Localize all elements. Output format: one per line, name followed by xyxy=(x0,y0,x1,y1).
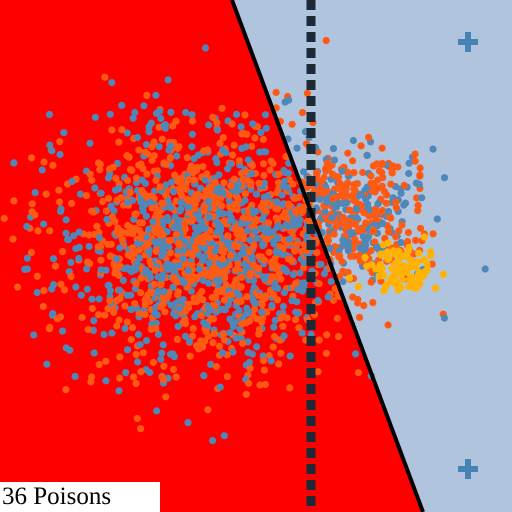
decision-boundary-line xyxy=(230,0,425,512)
poison-count-label: 36 Poisons xyxy=(0,482,160,512)
plus-icon[interactable] xyxy=(458,32,478,52)
plus-icon[interactable] xyxy=(458,459,478,479)
